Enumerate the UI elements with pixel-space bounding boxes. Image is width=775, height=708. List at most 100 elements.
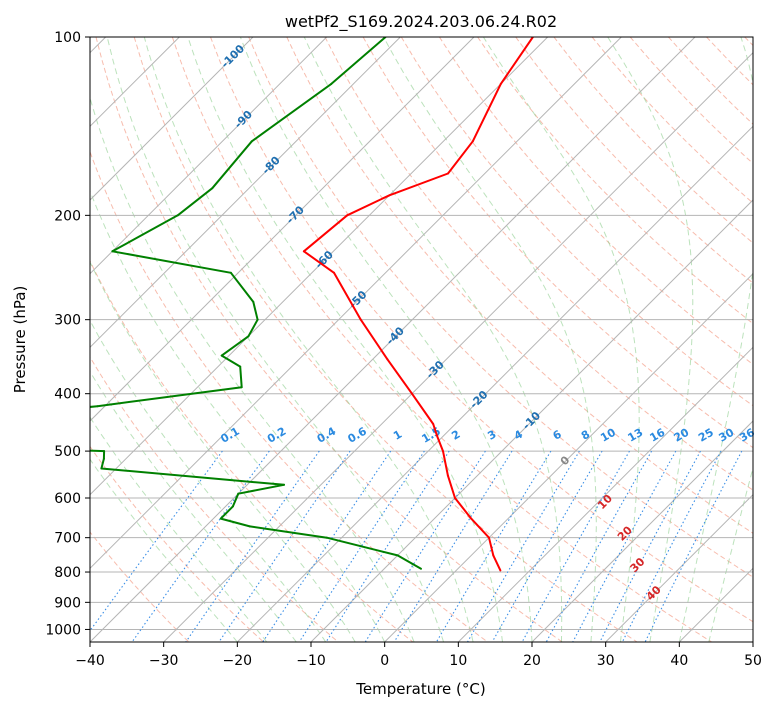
dry-adiabat-line — [90, 150, 488, 642]
mixing-ratio-line — [262, 450, 392, 642]
moist-adiabat-line — [239, 37, 533, 642]
isotherm-line — [90, 37, 622, 570]
temperature-segment — [488, 536, 495, 557]
temperature-segment — [388, 172, 449, 197]
x-tick-label: −30 — [149, 653, 179, 669]
dewpoint-segment — [219, 505, 234, 520]
isotherm-line — [90, 37, 696, 642]
isotherm-line — [384, 272, 753, 642]
dry-adiabat-line — [90, 259, 414, 642]
moist-adiabat-line — [482, 37, 640, 642]
x-tick-label: 10 — [449, 653, 467, 669]
isotherm-line — [310, 199, 753, 642]
dry-adiabat-line — [362, 37, 753, 449]
dry-adiabat-line — [477, 37, 753, 325]
temperature-segment — [411, 392, 435, 425]
moist-adiabat-line — [143, 37, 474, 642]
moist-adiabat-line — [90, 319, 327, 642]
isotherm-line — [531, 420, 753, 642]
y-tick-label: 400 — [54, 387, 81, 403]
x-tick-label: −20 — [223, 653, 253, 669]
mixing-ratio-line — [218, 450, 351, 642]
y-tick-label: 900 — [54, 595, 81, 611]
dewpoint-segment — [100, 457, 105, 470]
moist-adiabat-line — [90, 260, 356, 642]
dry-adiabat-line — [438, 37, 753, 366]
dry-adiabat-line — [248, 37, 753, 578]
mixing-ratio-line — [572, 450, 677, 642]
mixing-ratio-line — [521, 450, 630, 642]
x-tick-label: −10 — [296, 653, 326, 669]
moist-adiabat-line — [90, 416, 268, 642]
chart-title: wetPf2_S169.2024.203.06.24.R02 — [285, 12, 557, 32]
temperature-segment — [302, 214, 349, 253]
dewpoint-segment — [237, 483, 285, 495]
mixing-ratio-line — [599, 450, 701, 642]
dewpoint-segment — [220, 354, 242, 368]
x-tick-label: −40 — [75, 653, 105, 669]
dry-adiabat-line — [286, 37, 753, 534]
dewpoint-segment — [111, 214, 179, 253]
moist-adiabat-line — [90, 96, 415, 642]
moist-adiabat-line — [187, 37, 503, 642]
dewpoint-segment — [176, 187, 214, 217]
y-tick-label: 100 — [54, 30, 81, 46]
dry-adiabat-line — [95, 37, 563, 642]
y-tick-label: 500 — [54, 444, 81, 460]
x-tick-label: 20 — [523, 653, 541, 669]
temperature-segment — [386, 358, 413, 395]
moist-adiabat-line — [678, 37, 753, 642]
x-tick-label: 40 — [670, 653, 688, 669]
dewpoint-segment — [220, 335, 250, 357]
y-tick-label: 1000 — [45, 622, 81, 638]
y-axis-title: Pressure (hPa) — [11, 286, 29, 394]
isotherm-line — [457, 346, 753, 642]
mixing-ratio-line — [545, 450, 653, 642]
dry-adiabat-line — [90, 445, 264, 642]
dewpoint-segment — [252, 300, 259, 321]
dry-adiabat-line — [400, 37, 753, 407]
temperature-segment — [432, 423, 438, 437]
profile-lines — [90, 37, 534, 572]
dewpoint-segment — [248, 525, 328, 539]
dewpoint-segment — [330, 37, 387, 85]
mixing-ratio-line — [185, 450, 320, 642]
temperature-segment — [333, 271, 362, 321]
moist-adiabat-line — [708, 466, 753, 642]
mixing-ratio-line — [644, 450, 743, 642]
temperature-segment — [435, 434, 444, 453]
mixing-ratio-line — [393, 450, 513, 642]
dewpoint-segment — [96, 386, 243, 408]
dewpoint-segment — [396, 554, 422, 570]
moist-adiabat-line — [90, 458, 238, 642]
x-tick-label: 30 — [597, 653, 615, 669]
dewpoint-segment — [239, 365, 243, 389]
mixing-ratio-line — [298, 450, 425, 642]
dry-adiabat-line — [210, 37, 753, 623]
isotherm-line — [90, 37, 401, 349]
dewpoint-segment — [219, 517, 251, 528]
temperature-segment — [447, 140, 474, 175]
isotherm-line — [90, 37, 328, 275]
dry-adiabat-line — [90, 531, 190, 642]
plot-frame — [89, 36, 754, 643]
y-tick-label: 200 — [54, 208, 81, 224]
temperature-segment — [302, 250, 335, 274]
dry-adiabat-line — [133, 37, 638, 642]
temperature-segment — [471, 82, 502, 143]
isotherm-line — [90, 37, 475, 422]
temperature-segment — [346, 194, 391, 217]
dewpoint-segment — [250, 82, 333, 143]
temperature-segment — [446, 474, 456, 499]
background-lines — [90, 37, 753, 642]
dewpoint-segment — [100, 467, 285, 486]
dewpoint-segment — [247, 318, 259, 338]
mixing-ratio-line — [90, 450, 223, 632]
axis-ticks: −40 −30 −20 −10 0 10 20 30 40 50 100 200 300 400 500 60… — [45, 30, 762, 669]
dry-adiabat-line — [90, 356, 339, 642]
moist-adiabat-line — [607, 37, 694, 642]
moist-adiabat-line — [383, 37, 597, 642]
dry-adiabat-line — [515, 37, 753, 284]
